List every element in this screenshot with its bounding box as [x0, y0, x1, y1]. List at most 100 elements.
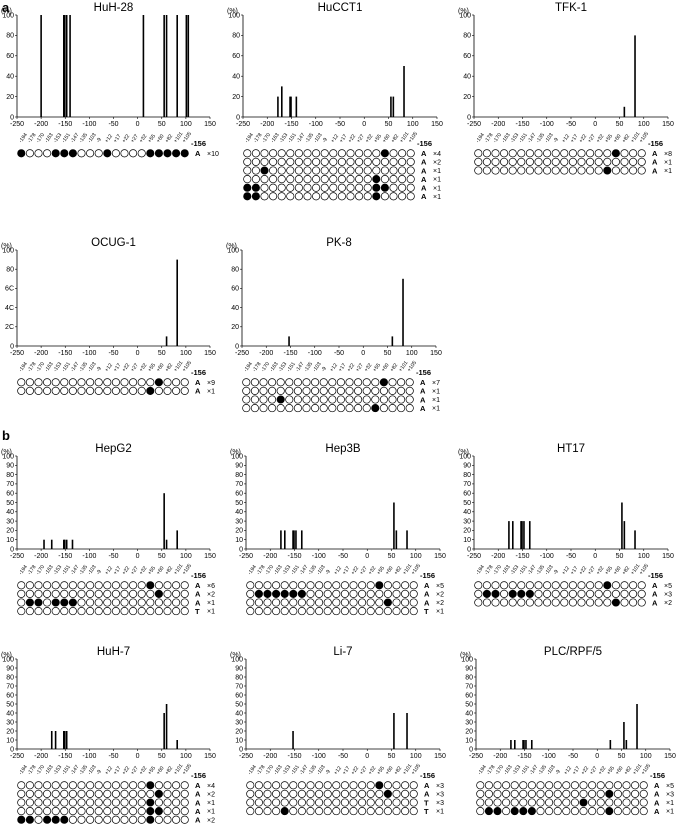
site-label: +32: [138, 765, 148, 776]
site-label: -135: [535, 564, 546, 576]
unmethylated-dot: [329, 157, 338, 166]
methylated-dot: [380, 183, 389, 192]
x-tick-label: 100: [180, 553, 192, 560]
methylated-dot: [372, 175, 381, 184]
unmethylated-dot: [306, 589, 315, 598]
unmethylated-dot: [280, 598, 289, 607]
unmethylated-dot: [332, 781, 341, 790]
unmethylated-dot: [401, 798, 410, 807]
unmethylated-dot: [372, 166, 381, 175]
unmethylated-dot: [380, 166, 389, 175]
methylated-dot: [611, 149, 620, 158]
y-tick-label: 0: [239, 546, 243, 553]
unmethylated-dot: [543, 589, 552, 598]
unmethylated-dot: [297, 781, 306, 790]
unmethylated-dot: [25, 607, 34, 616]
unmethylated-dot: [405, 386, 414, 395]
unmethylated-dot: [493, 798, 502, 807]
unmethylated-dot: [517, 166, 526, 175]
unmethylated-dot: [294, 192, 303, 201]
unmethylated-dot: [603, 149, 612, 158]
unmethylated-dot: [340, 589, 349, 598]
allele-label: A: [424, 781, 430, 790]
methylated-dot: [146, 815, 155, 824]
unmethylated-dot: [154, 581, 163, 590]
unmethylated-dot: [25, 378, 34, 387]
unmethylated-dot: [543, 149, 552, 158]
y-tick-label: 60: [6, 692, 14, 699]
site-label: -135: [307, 764, 318, 776]
unmethylated-dot: [246, 607, 255, 616]
unmethylated-dot: [406, 192, 415, 201]
unmethylated-dot: [86, 807, 95, 816]
site-label: +17: [342, 565, 352, 576]
unmethylated-dot: [319, 378, 328, 387]
unmethylated-dot: [586, 598, 595, 607]
unmethylated-dot: [346, 192, 355, 201]
unmethylated-dot: [560, 581, 569, 590]
unmethylated-dot: [254, 598, 263, 607]
unmethylated-dot: [319, 386, 328, 395]
unmethylated-dot: [146, 607, 155, 616]
unmethylated-dot: [629, 581, 638, 590]
y-tick-label: 90: [463, 463, 471, 470]
unmethylated-dot: [68, 378, 77, 387]
allele-count: ×1: [207, 809, 215, 816]
x-tick-label: 50: [158, 121, 166, 128]
unmethylated-dot: [500, 166, 509, 175]
methylated-dot: [34, 598, 43, 607]
unmethylated-dot: [306, 581, 315, 590]
site-label: -151: [290, 564, 301, 576]
site-label: -103: [313, 132, 324, 144]
allele-count: ×2: [207, 817, 215, 824]
site-label: -9: [320, 366, 328, 373]
site-label: +12: [333, 765, 343, 776]
x-tick-label: -200: [34, 553, 48, 560]
x-tick-label: 50: [384, 350, 392, 357]
x-tick-label: -100: [82, 350, 96, 357]
allele-label: A: [652, 598, 658, 607]
unmethylated-dot: [137, 807, 146, 816]
unmethylated-dot: [345, 395, 354, 404]
unmethylated-dot: [43, 781, 52, 790]
unmethylated-dot: [568, 149, 577, 158]
unmethylated-dot: [570, 789, 579, 798]
allele-label: T: [424, 798, 429, 807]
unmethylated-dot: [358, 607, 367, 616]
unmethylated-dot: [375, 607, 384, 616]
unmethylated-dot: [372, 157, 381, 166]
unmethylated-dot: [60, 589, 69, 598]
y-tick-label: 60: [465, 692, 473, 699]
unmethylated-dot: [172, 581, 181, 590]
unmethylated-dot: [355, 183, 364, 192]
y-tick-label: 80: [6, 33, 14, 40]
y-unit-label: (%): [458, 449, 469, 456]
site-label: +32: [364, 133, 374, 144]
allele-label: A: [420, 378, 426, 387]
unmethylated-dot: [500, 157, 509, 166]
site-label: -9: [324, 769, 332, 776]
allele-label: A: [420, 404, 426, 413]
chart-title: Hep3B: [325, 443, 360, 455]
y-tick-label: 50: [463, 500, 471, 507]
unmethylated-dot: [17, 607, 26, 616]
unmethylated-dot: [639, 807, 648, 816]
x-tick-label: -200: [493, 753, 507, 760]
unmethylated-dot: [392, 798, 401, 807]
unmethylated-dot: [315, 589, 324, 598]
unmethylated-dot: [577, 589, 586, 598]
unmethylated-dot: [260, 183, 269, 192]
unmethylated-dot: [111, 598, 120, 607]
allele-label: A: [654, 781, 660, 790]
allele-label: A: [195, 816, 201, 825]
unmethylated-dot: [534, 589, 543, 598]
unmethylated-dot: [25, 798, 34, 807]
y-tick-label: 60: [6, 53, 14, 60]
site-label: -9: [552, 137, 560, 144]
unmethylated-dot: [242, 404, 251, 413]
reference-label: -156: [191, 368, 206, 377]
unmethylated-dot: [86, 789, 95, 798]
unmethylated-dot: [268, 395, 277, 404]
unmethylated-dot: [68, 589, 77, 598]
y-unit-label: (%): [226, 243, 237, 250]
